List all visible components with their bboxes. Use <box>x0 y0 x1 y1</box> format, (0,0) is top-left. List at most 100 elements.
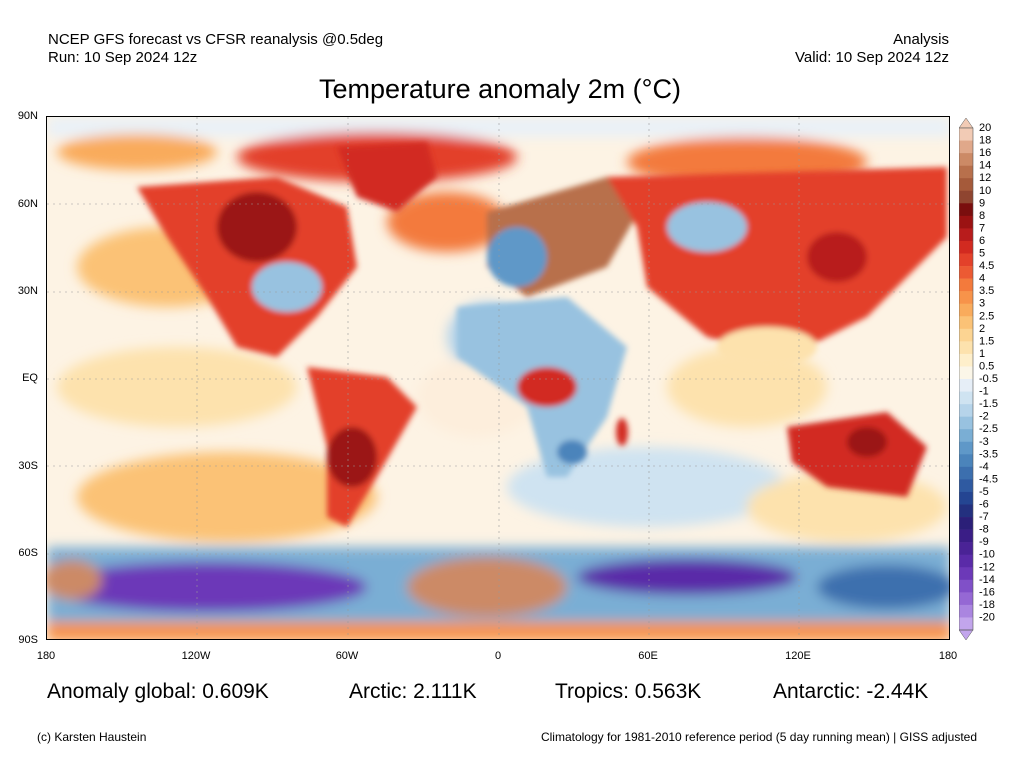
colorbar-swatch <box>959 303 973 317</box>
credit-label: (c) Karsten Haustein <box>37 730 147 744</box>
colorbar-label: 3 <box>979 298 985 310</box>
colorbar-swatch <box>959 278 973 292</box>
lat-label: 60S <box>18 547 38 559</box>
colorbar-label: 4 <box>979 273 985 285</box>
climatology-note: Climatology for 1981-2010 reference peri… <box>540 730 977 744</box>
colorbar-label: 9 <box>979 197 985 209</box>
colorbar: 201816141210987654.543.532.521.510.5-0.5… <box>959 118 998 640</box>
colorbar-label: -0.5 <box>979 373 998 385</box>
valid-time-label: Valid: 10 Sep 2024 12z <box>794 49 949 66</box>
colorbar-swatch <box>959 466 973 480</box>
lon-label: 60E <box>638 650 658 662</box>
colorbar-swatch <box>959 266 973 279</box>
colorbar-label: -8 <box>979 524 989 536</box>
colorbar-label: -1 <box>979 386 989 398</box>
colorbar-swatch <box>959 165 973 179</box>
colorbar-label: 2.5 <box>979 310 994 322</box>
colorbar-swatch <box>959 592 973 606</box>
colorbar-label: 5 <box>979 248 985 260</box>
colorbar-extend-top <box>959 118 974 129</box>
colorbar-swatch <box>959 554 973 568</box>
tropics-anomaly-stat: Tropics: 0.563K <box>555 680 702 703</box>
colorbar-swatch <box>959 215 973 229</box>
colorbar-frame <box>959 127 974 631</box>
colorbar-label: -4.5 <box>979 473 998 485</box>
colorbar-label: -16 <box>979 586 995 598</box>
colorbar-swatch <box>959 328 973 342</box>
colorbar-label: 20 <box>979 122 991 134</box>
map-title: Temperature anomaly 2m (°C) <box>319 74 681 104</box>
colorbar-swatch <box>959 291 973 304</box>
colorbar-label: -7 <box>979 511 989 523</box>
colorbar-swatch <box>959 416 973 430</box>
colorbar-swatch <box>959 190 973 204</box>
colorbar-label: -12 <box>979 561 995 573</box>
colorbar-swatch <box>959 140 973 154</box>
colorbar-label: -5 <box>979 486 989 498</box>
colorbar-label: 10 <box>979 185 991 197</box>
continent-anomalies <box>137 142 947 527</box>
colorbar-swatch <box>959 228 973 242</box>
lon-label: 120W <box>181 650 211 662</box>
colorbar-label: 8 <box>979 210 985 222</box>
lat-label: 90S <box>18 634 38 646</box>
antarctic-anomaly-stat: Antarctic: -2.44K <box>773 680 929 703</box>
colorbar-label: 1 <box>979 348 985 360</box>
colorbar-swatch <box>959 429 973 443</box>
colorbar-swatch <box>959 542 973 555</box>
colorbar-swatch <box>959 579 973 593</box>
colorbar-extend-bottom <box>959 629 974 640</box>
colorbar-label: -3 <box>979 436 989 448</box>
lon-label: 120E <box>785 650 811 662</box>
colorbar-label: 3.5 <box>979 285 994 297</box>
colorbar-label: -9 <box>979 536 989 548</box>
anomaly-map-svg <box>47 117 949 639</box>
colorbar-swatch <box>959 353 973 367</box>
colorbar-label: 16 <box>979 147 991 159</box>
colorbar-label: -6 <box>979 499 989 511</box>
colorbar-swatch <box>959 341 973 355</box>
colorbar-label: -4 <box>979 461 989 473</box>
colorbar-label: 1.5 <box>979 335 994 347</box>
colorbar-label: 12 <box>979 172 991 184</box>
colorbar-swatch <box>959 128 973 141</box>
colorbar-swatch <box>959 203 973 217</box>
lat-label: 60N <box>17 198 38 210</box>
analysis-label: Analysis <box>893 31 949 48</box>
colorbar-label: 14 <box>979 160 991 172</box>
lon-label: 0 <box>494 650 502 662</box>
colorbar-swatch <box>959 454 973 468</box>
colorbar-label: 7 <box>979 222 985 234</box>
model-source-label: NCEP GFS forecast vs CFSR reanalysis @0.… <box>48 31 384 48</box>
colorbar-swatch <box>959 253 973 267</box>
colorbar-label: 0.5 <box>979 360 994 372</box>
colorbar-label: 6 <box>979 235 985 247</box>
colorbar-label: 4.5 <box>979 260 994 272</box>
lon-label: 180 <box>36 650 56 662</box>
colorbar-label: -2 <box>979 411 989 423</box>
arctic-anomaly-stat: Arctic: 2.111K <box>349 680 477 703</box>
lon-label: 180 <box>938 650 958 662</box>
colorbar-swatch <box>959 240 973 254</box>
colorbar-swatch <box>959 479 973 493</box>
colorbar-label: -14 <box>979 574 995 586</box>
colorbar-label: -3.5 <box>979 448 998 460</box>
colorbar-swatch <box>959 617 973 631</box>
colorbar-swatch <box>959 567 973 581</box>
lat-label: 30S <box>18 460 38 472</box>
lat-label: EQ <box>22 372 38 384</box>
colorbar-swatch <box>959 404 973 417</box>
colorbar-label: 18 <box>979 135 991 147</box>
colorbar-swatch <box>959 517 973 530</box>
colorbar-swatch <box>959 529 973 543</box>
colorbar-swatch <box>959 379 973 392</box>
colorbar-label: -2.5 <box>979 423 998 435</box>
lat-label: 30N <box>17 285 38 297</box>
colorbar-label: -20 <box>979 611 995 623</box>
global-anomaly-stat: Anomaly global: 0.609K <box>47 680 269 703</box>
lat-label: 90N <box>17 110 38 122</box>
colorbar-swatch <box>959 504 973 518</box>
colorbar-label: 2 <box>979 323 985 335</box>
colorbar-swatch <box>959 491 973 505</box>
colorbar-label: -10 <box>979 549 995 561</box>
